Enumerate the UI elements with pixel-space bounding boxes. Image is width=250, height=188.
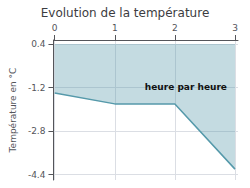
- svg-text:2: 2: [172, 23, 178, 33]
- svg-text:heure par heure: heure par heure: [145, 82, 227, 92]
- svg-text:Evolution de la température: Evolution de la température: [41, 6, 210, 20]
- svg-text:3: 3: [232, 23, 238, 33]
- svg-text:1: 1: [112, 23, 118, 33]
- svg-text:-4.4: -4.4: [28, 170, 46, 180]
- svg-text:Température en °C: Température en °C: [8, 68, 18, 154]
- svg-text:-2.8: -2.8: [28, 126, 46, 136]
- svg-text:0: 0: [52, 23, 58, 33]
- svg-text:-1.2: -1.2: [28, 83, 46, 93]
- svg-text:0.4: 0.4: [31, 39, 46, 49]
